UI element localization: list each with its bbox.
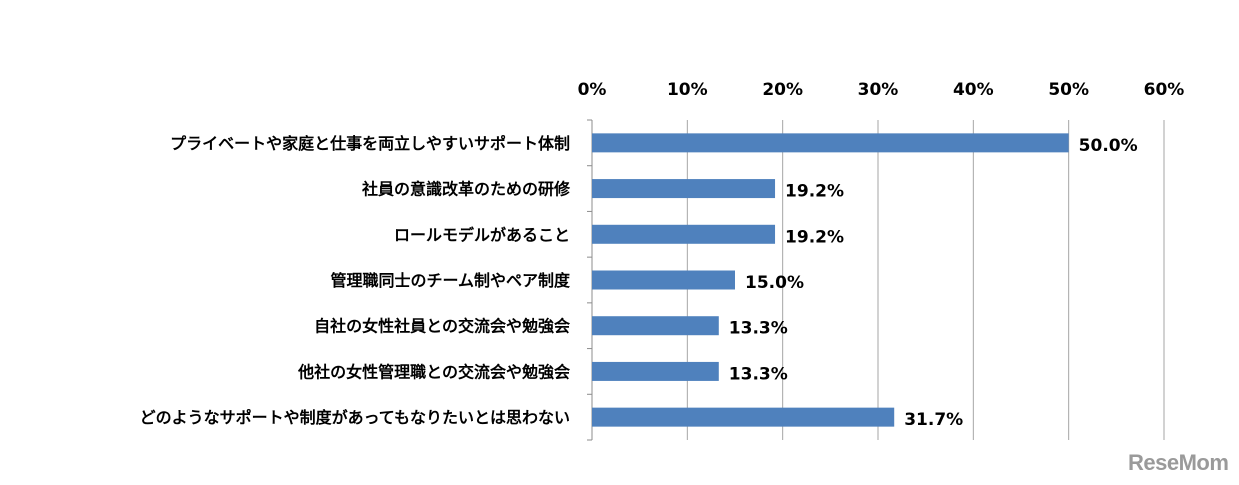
category-label: ロールモデルがあること	[394, 225, 570, 244]
value-label: 31.7%	[904, 410, 963, 430]
x-tick-label: 0%	[578, 80, 607, 100]
value-label: 13.3%	[729, 319, 788, 339]
bar	[592, 224, 776, 244]
x-tick-label: 20%	[762, 80, 803, 100]
category-label: プライベートや家庭と仕事を両立しやすいサポート体制	[170, 134, 570, 153]
category-label: 他社の女性管理職との交流会や勉強会	[297, 362, 570, 381]
gridlines	[686, 120, 1165, 440]
bar	[592, 407, 895, 427]
value-label: 13.3%	[729, 364, 788, 384]
bar	[592, 316, 719, 336]
x-tick-label: 40%	[953, 80, 994, 100]
x-tick-label: 30%	[858, 80, 899, 100]
x-axis-ticks: 0% 10% 20% 30% 40% 50% 60%	[578, 80, 1185, 100]
value-label: 15.0%	[745, 273, 804, 293]
bars	[592, 133, 1069, 427]
x-tick-label: 60%	[1144, 80, 1185, 100]
resemom-watermark-logo: ReseMom	[1128, 450, 1229, 475]
category-label: どのようなサポートや制度があってもなりたいとは思わない	[140, 408, 570, 427]
category-labels: プライベートや家庭と仕事を両立しやすいサポート体制社員の意識改革のための研修ロー…	[140, 134, 571, 427]
category-label: 自社の女性社員との交流会や勉強会	[314, 317, 570, 336]
category-label: 社員の意識改革のための研修	[361, 180, 571, 199]
bar	[592, 179, 776, 199]
bar	[592, 270, 735, 290]
bar	[592, 133, 1069, 153]
value-label: 19.2%	[785, 182, 844, 202]
bar	[592, 361, 719, 381]
x-tick-label: 50%	[1048, 80, 1089, 100]
value-label: 50.0%	[1079, 136, 1138, 156]
value-label: 19.2%	[785, 227, 844, 247]
value-labels: 50.0% 19.2% 19.2% 15.0% 13.3% 13.3% 31.7%	[729, 136, 1138, 430]
category-label: 管理職同士のチーム制やペア制度	[330, 271, 571, 290]
x-tick-label: 10%	[667, 80, 708, 100]
category-axis	[587, 119, 593, 441]
